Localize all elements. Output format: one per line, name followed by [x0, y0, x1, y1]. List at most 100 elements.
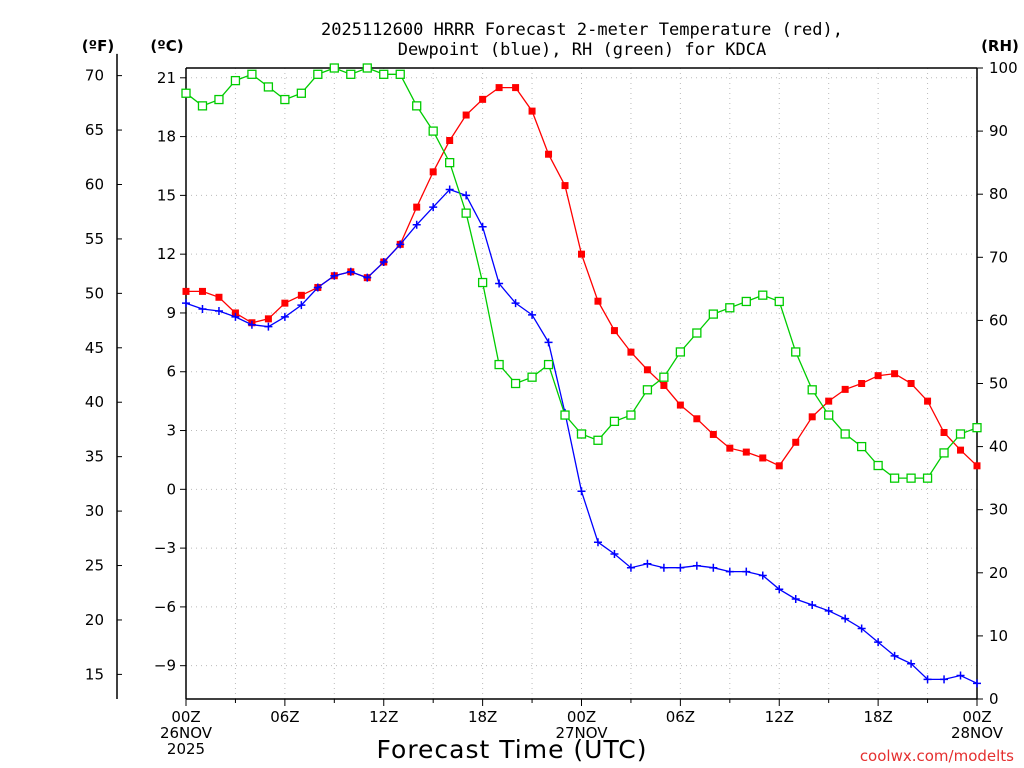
temperature-point	[297, 291, 305, 299]
fahrenheit-tick-label: 65	[85, 121, 104, 139]
dewpoint-point	[874, 638, 883, 647]
data-series	[181, 63, 982, 688]
dewpoint-point	[495, 279, 504, 288]
rh-tick-label: 80	[989, 185, 1008, 203]
rh-point	[543, 359, 554, 370]
temperature-point	[841, 385, 849, 393]
rh-point	[675, 347, 686, 357]
dewpoint-point	[973, 679, 981, 688]
rh-point	[609, 416, 620, 427]
rh-point	[214, 94, 224, 105]
dewpoint-point	[775, 585, 784, 594]
temperature-line	[186, 86, 978, 467]
celsius-tick-label: 0	[166, 480, 176, 498]
x-tick-label: 00Z	[567, 708, 596, 726]
axes	[116, 53, 983, 706]
celsius-tick-label: −6	[154, 598, 176, 616]
temperature-point	[528, 107, 536, 115]
fahrenheit-tick-label: 25	[85, 557, 104, 575]
celsius-tick-label: 6	[166, 363, 176, 381]
dewpoint-point	[577, 487, 586, 496]
celsius-tick-label: −3	[154, 539, 176, 557]
rh-point	[461, 208, 471, 218]
temperature-point	[462, 111, 470, 119]
fahrenheit-tick-label: 20	[85, 611, 104, 629]
dewpoint-point	[659, 563, 668, 572]
fahrenheit-tick-label: 60	[85, 175, 104, 193]
temperature-point	[495, 84, 503, 92]
dewpoint-point	[692, 561, 701, 570]
rh-series	[181, 63, 982, 483]
temperature-point	[264, 315, 272, 323]
temperature-point	[858, 380, 866, 387]
dewpoint-point	[940, 675, 949, 684]
dewpoint-point	[544, 338, 553, 347]
rh-point	[247, 69, 257, 79]
dewpoint-point	[429, 203, 438, 212]
celsius-tick-label: 15	[157, 186, 176, 204]
fahrenheit-tick-label: 45	[85, 339, 104, 357]
temperature-point	[924, 397, 932, 405]
rh-point	[922, 473, 933, 483]
dewpoint-point	[478, 222, 487, 231]
fahrenheit-tick-label: 55	[85, 230, 104, 248]
dewpoint-point	[725, 567, 734, 576]
rh-point	[725, 303, 735, 313]
temperature-point	[215, 293, 223, 301]
temperature-series	[182, 84, 981, 470]
dewpoint-point	[676, 563, 685, 572]
celsius-tick-label: 9	[166, 304, 176, 322]
rh-unit-label: (RH)	[981, 37, 1019, 55]
rh-point	[626, 410, 636, 420]
temperature-point	[643, 366, 651, 374]
dewpoint-point	[841, 614, 850, 623]
rh-point	[741, 296, 751, 307]
dewpoint-point	[593, 538, 602, 547]
rh-point	[840, 429, 850, 439]
dewpoint-point	[791, 595, 800, 604]
dewpoint-point	[412, 220, 421, 229]
fahrenheit-tick-label: 50	[85, 284, 104, 302]
temperature-point	[709, 430, 717, 438]
temperature-point	[610, 327, 618, 335]
temperature-point	[512, 84, 520, 92]
dewpoint-point	[445, 185, 454, 194]
rh-point	[659, 372, 669, 382]
temperature-point	[825, 397, 833, 405]
x-tick-label: 12Z	[369, 708, 398, 726]
dewpoint-point	[610, 549, 619, 558]
temperature-point	[693, 415, 701, 423]
rh-point	[889, 473, 900, 483]
x-tick-label: 18Z	[863, 708, 892, 726]
dewpoint-point	[462, 191, 471, 200]
dewpoint-point	[396, 240, 405, 249]
dewpoint-point	[379, 258, 388, 267]
rh-tick-label: 30	[989, 501, 1008, 519]
celsius-tick-label: 18	[157, 128, 176, 146]
temperature-point	[446, 137, 454, 145]
rh-tick-label: 70	[989, 248, 1008, 266]
temperature-point	[413, 203, 421, 211]
x-tick-label: 28NOV	[951, 724, 1004, 742]
dewpoint-point	[528, 310, 537, 319]
fahrenheit-tick-label: 70	[85, 67, 104, 85]
rh-point	[576, 429, 587, 439]
rh-point	[362, 63, 372, 73]
rh-point	[906, 473, 916, 483]
temperature-point	[874, 372, 882, 380]
dewpoint-point	[247, 320, 256, 329]
temperature-point	[808, 413, 816, 421]
dewpoint-point	[709, 563, 718, 572]
temperature-point	[561, 182, 569, 190]
rh-point	[428, 126, 438, 136]
x-tick-label: 2025	[167, 740, 205, 758]
temperature-point	[281, 299, 289, 307]
dewpoint-point	[346, 267, 355, 276]
rh-tick-label: 10	[989, 627, 1008, 645]
dewpoint-point	[907, 659, 916, 668]
celsius-tick-label: 3	[166, 422, 176, 440]
temperature-point	[792, 438, 800, 446]
dewpoint-point	[808, 600, 817, 609]
rh-point	[313, 69, 323, 79]
